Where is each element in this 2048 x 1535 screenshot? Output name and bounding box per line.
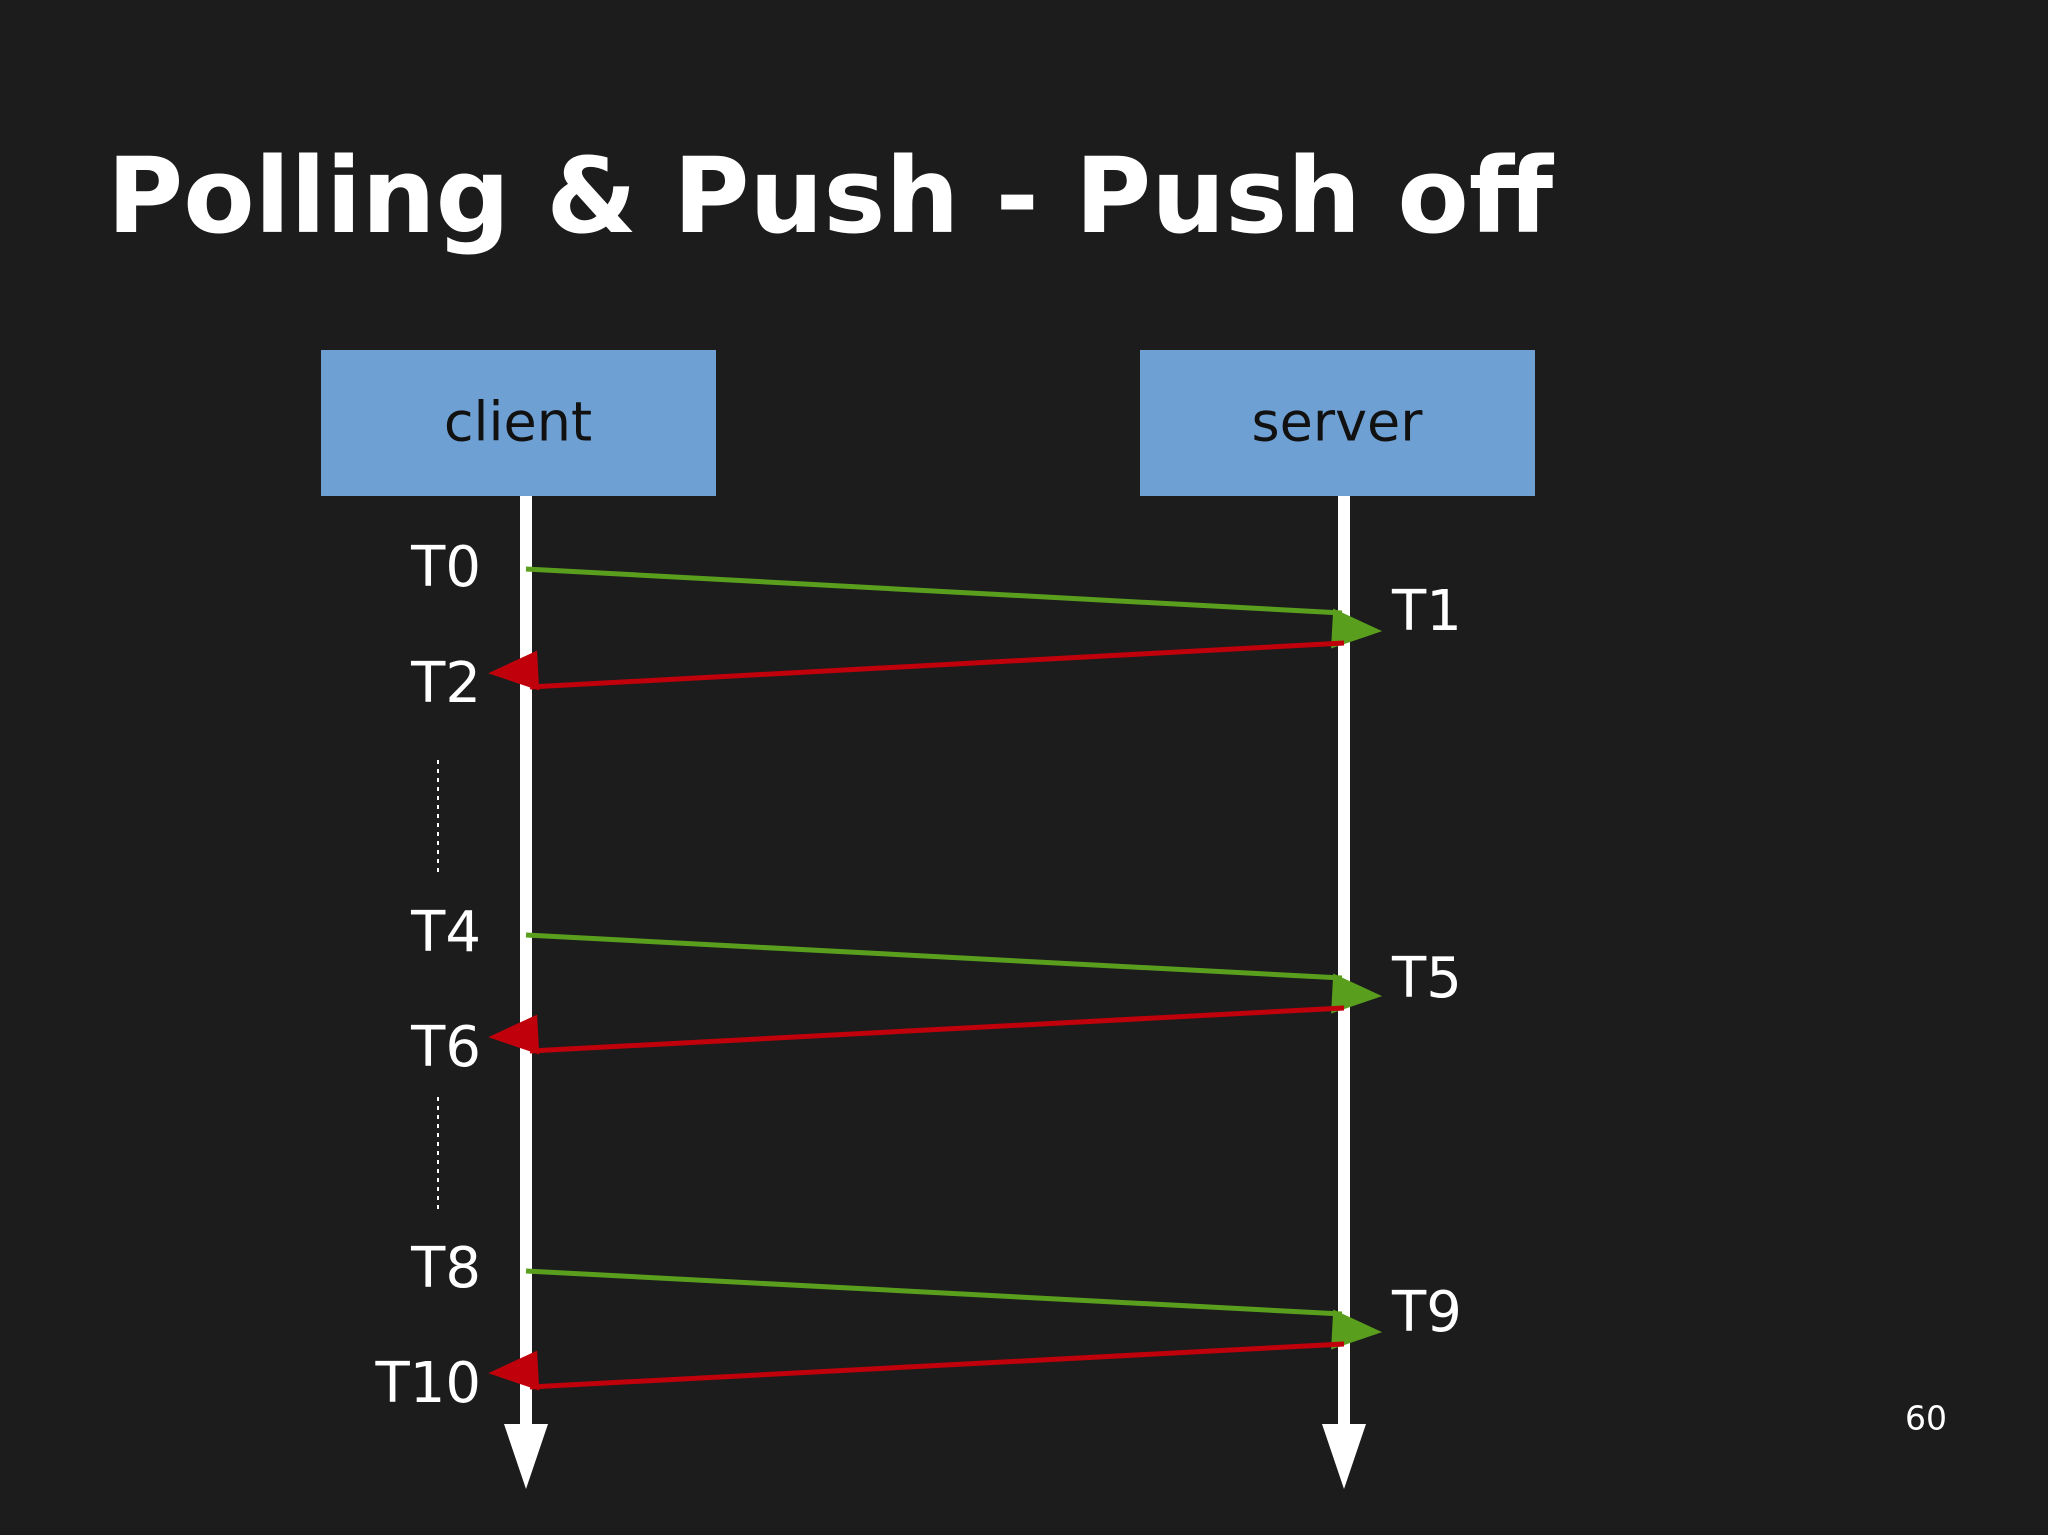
response-arrow [488,1341,1345,1391]
server-box [1140,350,1535,496]
time-label: T6 [410,1015,481,1080]
lifeline-arrow [1322,1424,1366,1489]
node-label: server [1252,391,1424,454]
time-label: T4 [410,900,481,965]
time-label: T1 [1391,579,1462,644]
time-label: T0 [410,535,481,600]
time-labels: T0 T2 T4 T6 T8 T10 T1 T5 T9 [375,535,1462,1416]
request-arrow [525,1268,1383,1350]
time-label: T10 [375,1351,481,1416]
title: Polling & Push - Push off [107,135,1555,257]
time-label: T9 [1391,1280,1462,1345]
client-box [321,350,716,496]
lifeline-arrow [504,1424,548,1489]
request-arrow [525,932,1383,1014]
request-arrow [525,566,1383,649]
response-arrow [488,640,1345,691]
page-number: 60 [1905,1399,1947,1438]
time-label: T5 [1391,946,1462,1011]
response-arrow [488,1005,1345,1055]
messages [488,566,1383,1391]
node-label: client [444,391,592,454]
time-label: T2 [410,651,481,716]
time-label: T8 [410,1236,481,1301]
